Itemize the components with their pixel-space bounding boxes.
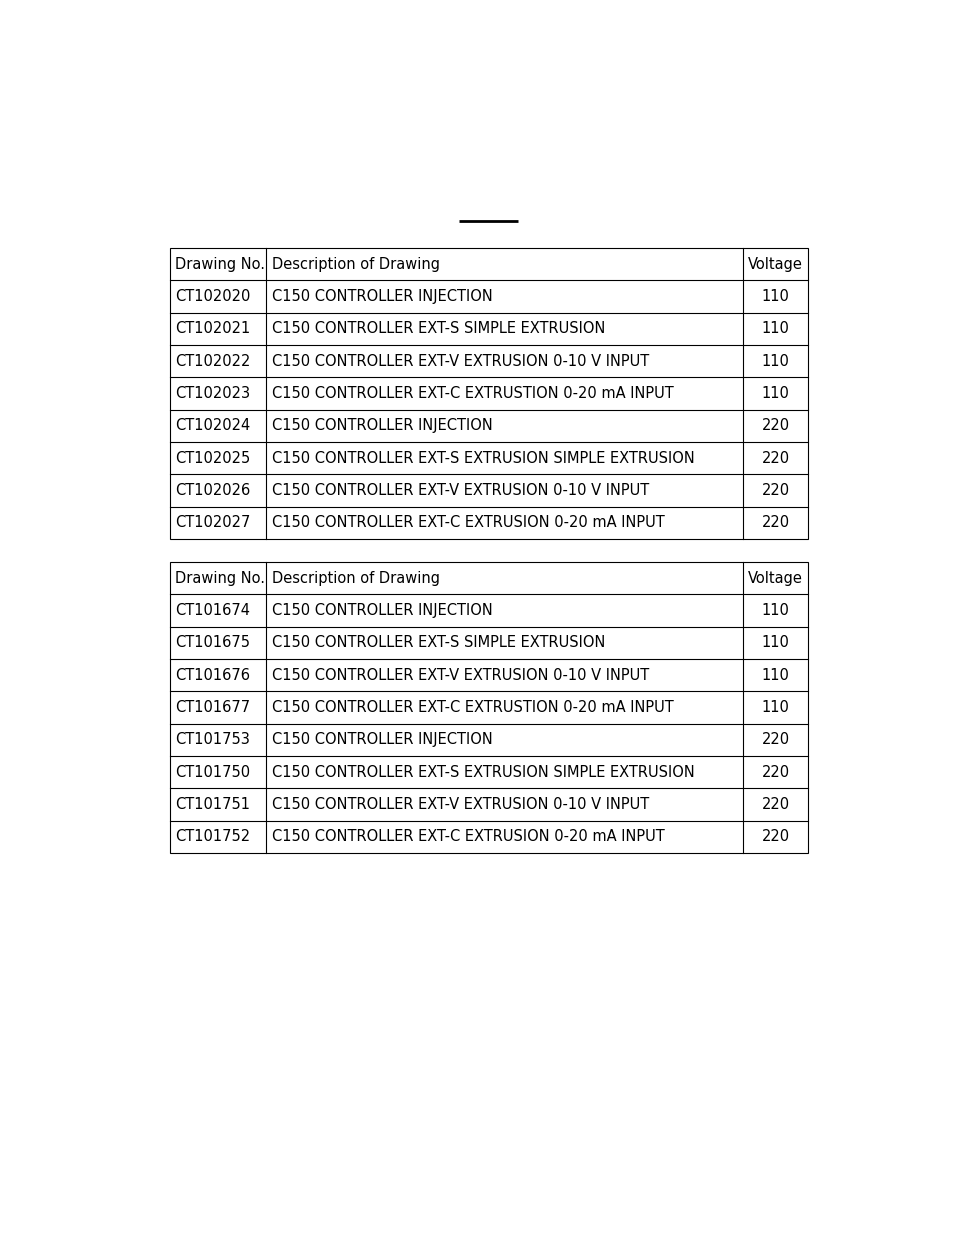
Text: C150 CONTROLLER EXT-S SIMPLE EXTRUSION: C150 CONTROLLER EXT-S SIMPLE EXTRUSION [272, 635, 604, 650]
Bar [170, 562, 807, 853]
Text: Description of Drawing: Description of Drawing [272, 571, 439, 585]
Text: 110: 110 [761, 387, 789, 401]
Text: Description of Drawing: Description of Drawing [272, 257, 439, 272]
Text: CT101751: CT101751 [175, 797, 251, 811]
Text: CT101675: CT101675 [175, 635, 251, 650]
Text: C150 CONTROLLER EXT-V EXTRUSION 0-10 V INPUT: C150 CONTROLLER EXT-V EXTRUSION 0-10 V I… [272, 797, 648, 811]
Text: Drawing No.: Drawing No. [175, 257, 265, 272]
Text: C150 CONTROLLER INJECTION: C150 CONTROLLER INJECTION [272, 732, 492, 747]
Text: 220: 220 [760, 451, 789, 466]
Text: 110: 110 [761, 353, 789, 369]
Text: 220: 220 [760, 797, 789, 811]
Text: C150 CONTROLLER EXT-S EXTRUSION SIMPLE EXTRUSION: C150 CONTROLLER EXT-S EXTRUSION SIMPLE E… [272, 451, 694, 466]
Text: C150 CONTROLLER INJECTION: C150 CONTROLLER INJECTION [272, 289, 492, 304]
Text: 110: 110 [761, 603, 789, 618]
Text: 220: 220 [760, 829, 789, 845]
Text: CT102023: CT102023 [175, 387, 251, 401]
Text: Drawing No.: Drawing No. [175, 571, 265, 585]
Text: C150 CONTROLLER EXT-V EXTRUSION 0-10 V INPUT: C150 CONTROLLER EXT-V EXTRUSION 0-10 V I… [272, 668, 648, 683]
Text: 220: 220 [760, 483, 789, 498]
Bar [170, 248, 807, 538]
Text: C150 CONTROLLER EXT-V EXTRUSION 0-10 V INPUT: C150 CONTROLLER EXT-V EXTRUSION 0-10 V I… [272, 353, 648, 369]
Text: C150 CONTROLLER EXT-C EXTRUSION 0-20 mA INPUT: C150 CONTROLLER EXT-C EXTRUSION 0-20 mA … [272, 515, 663, 530]
Text: 110: 110 [761, 700, 789, 715]
Text: C150 CONTROLLER EXT-C EXTRUSTION 0-20 mA INPUT: C150 CONTROLLER EXT-C EXTRUSTION 0-20 mA… [272, 387, 673, 401]
Text: 110: 110 [761, 321, 789, 336]
Text: 220: 220 [760, 764, 789, 779]
Text: C150 CONTROLLER INJECTION: C150 CONTROLLER INJECTION [272, 603, 492, 618]
Text: CT101677: CT101677 [175, 700, 251, 715]
Text: 220: 220 [760, 732, 789, 747]
Text: Voltage: Voltage [747, 257, 802, 272]
Text: C150 CONTROLLER EXT-S EXTRUSION SIMPLE EXTRUSION: C150 CONTROLLER EXT-S EXTRUSION SIMPLE E… [272, 764, 694, 779]
Text: CT102027: CT102027 [175, 515, 251, 530]
Text: C150 CONTROLLER INJECTION: C150 CONTROLLER INJECTION [272, 419, 492, 433]
Text: C150 CONTROLLER EXT-C EXTRUSION 0-20 mA INPUT: C150 CONTROLLER EXT-C EXTRUSION 0-20 mA … [272, 829, 663, 845]
Text: CT102020: CT102020 [175, 289, 251, 304]
Text: CT101752: CT101752 [175, 829, 251, 845]
Text: CT102024: CT102024 [175, 419, 251, 433]
Text: CT102022: CT102022 [175, 353, 251, 369]
Text: 110: 110 [761, 289, 789, 304]
Text: 220: 220 [760, 515, 789, 530]
Text: CT101676: CT101676 [175, 668, 251, 683]
Text: 220: 220 [760, 419, 789, 433]
Text: Voltage: Voltage [747, 571, 802, 585]
Text: CT101753: CT101753 [175, 732, 250, 747]
Text: C150 CONTROLLER EXT-S SIMPLE EXTRUSION: C150 CONTROLLER EXT-S SIMPLE EXTRUSION [272, 321, 604, 336]
Text: CT102025: CT102025 [175, 451, 251, 466]
Text: CT101750: CT101750 [175, 764, 251, 779]
Text: C150 CONTROLLER EXT-V EXTRUSION 0-10 V INPUT: C150 CONTROLLER EXT-V EXTRUSION 0-10 V I… [272, 483, 648, 498]
Text: CT102021: CT102021 [175, 321, 251, 336]
Text: 110: 110 [761, 668, 789, 683]
Text: CT101674: CT101674 [175, 603, 251, 618]
Text: CT102026: CT102026 [175, 483, 251, 498]
Text: 110: 110 [761, 635, 789, 650]
Text: C150 CONTROLLER EXT-C EXTRUSTION 0-20 mA INPUT: C150 CONTROLLER EXT-C EXTRUSTION 0-20 mA… [272, 700, 673, 715]
